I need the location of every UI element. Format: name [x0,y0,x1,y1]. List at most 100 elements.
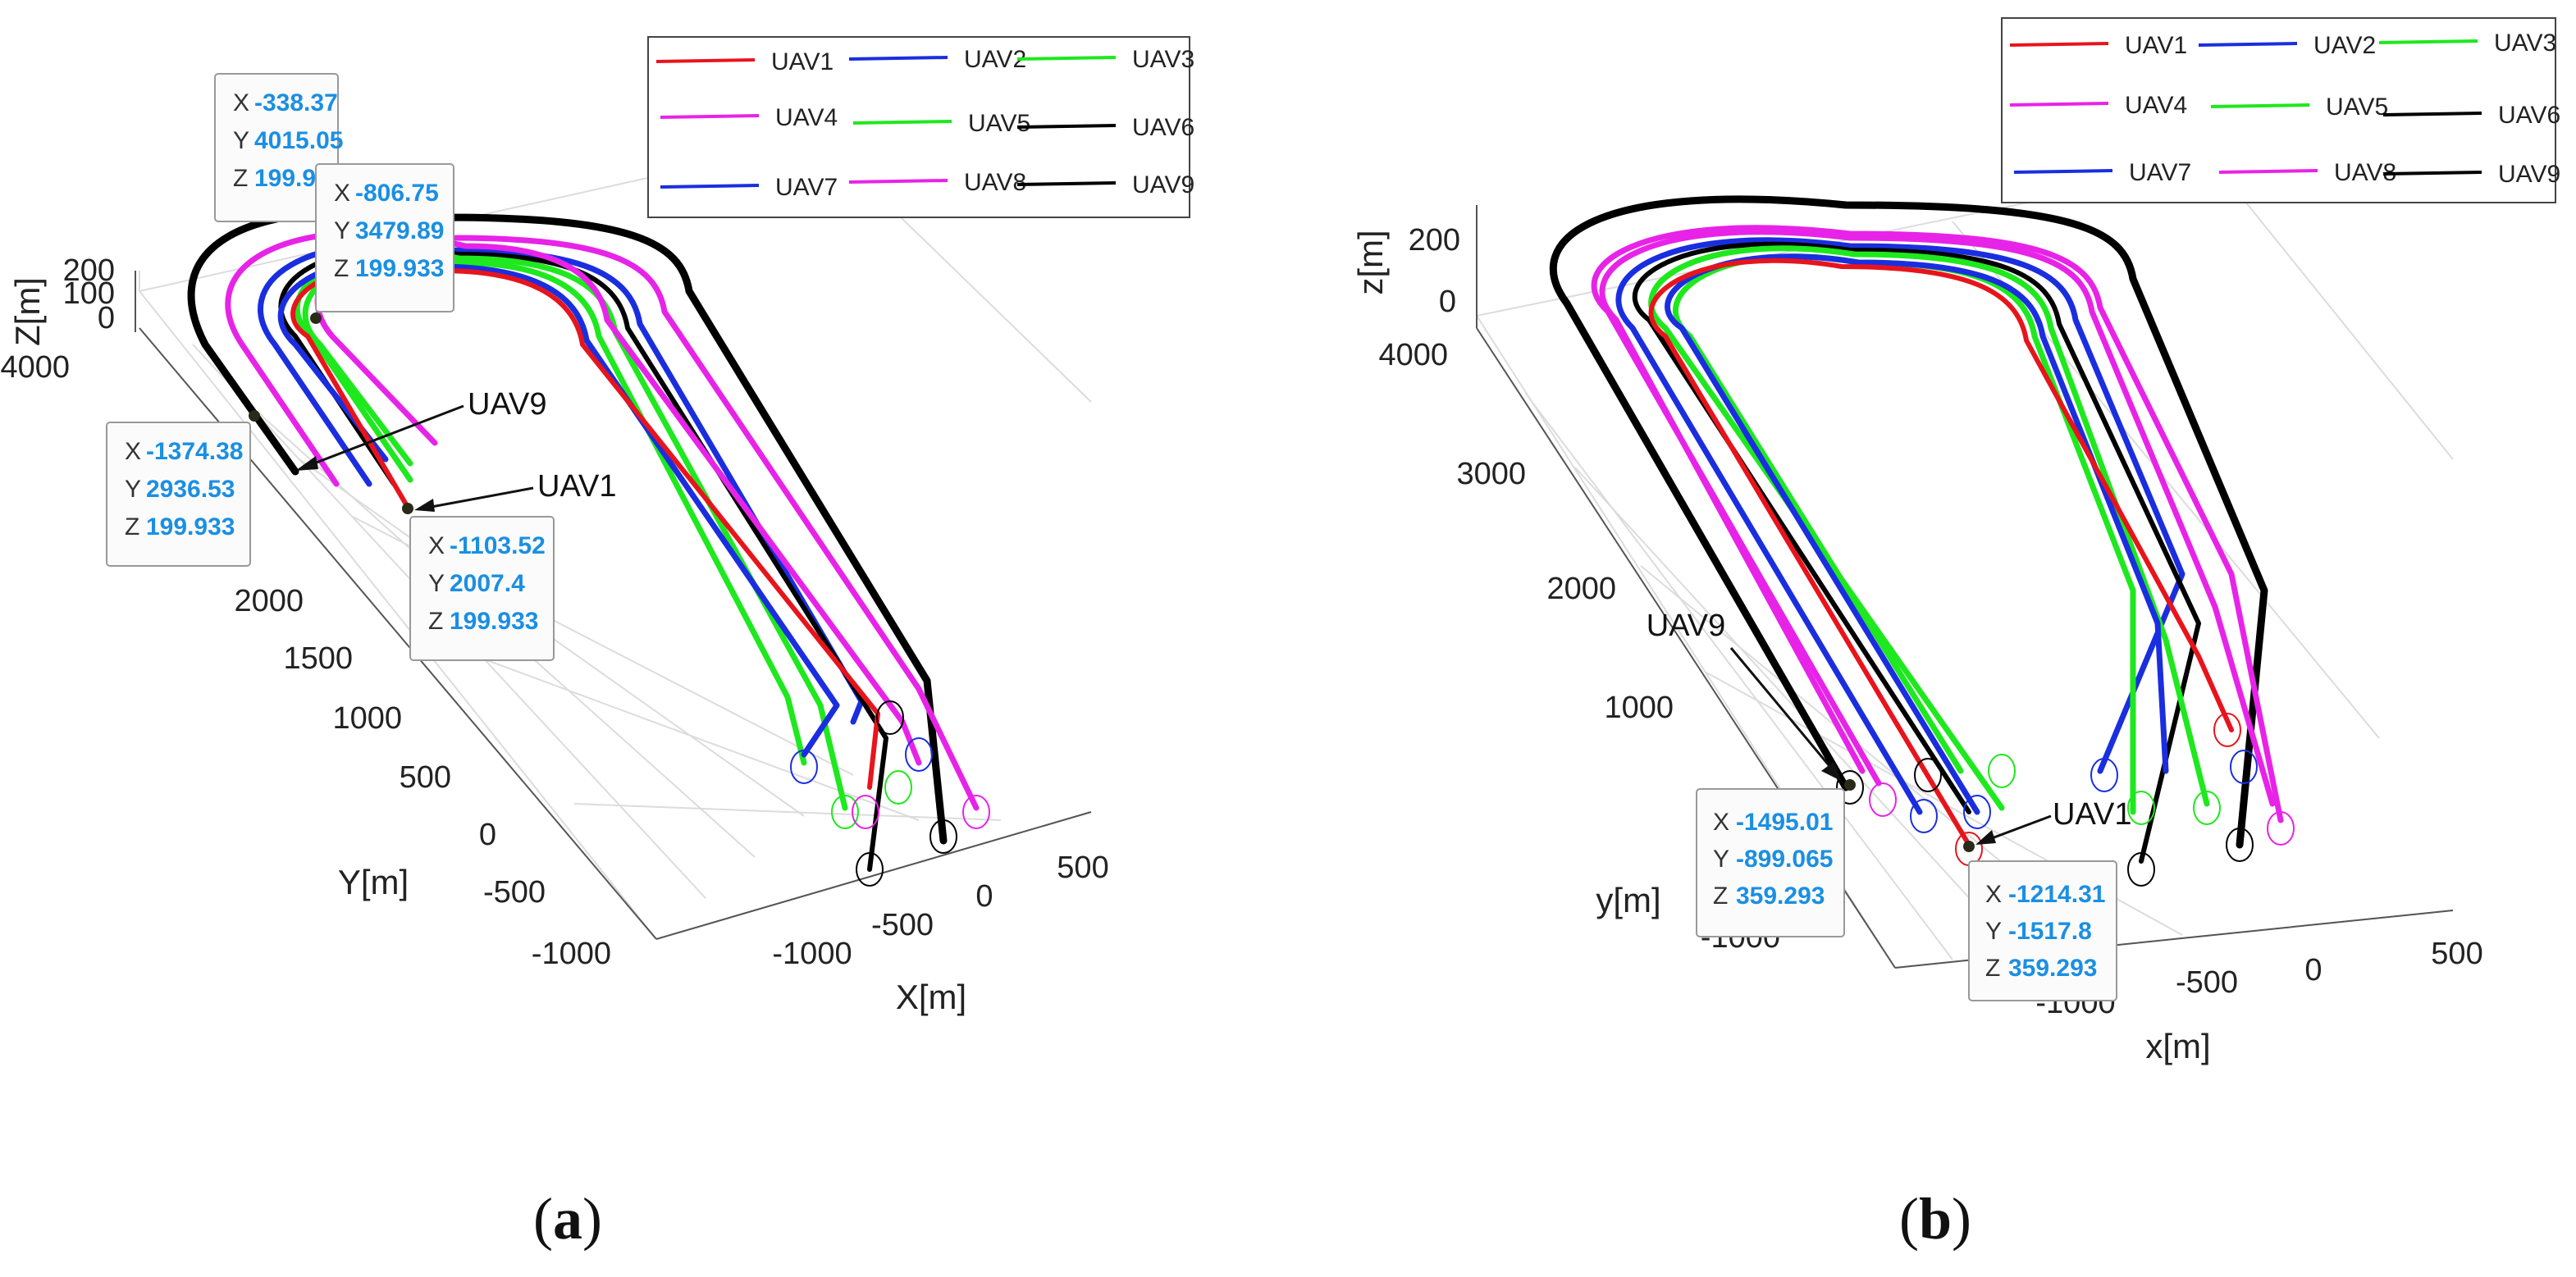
panel-b-series-uav9 [1549,195,2268,849]
panel-a-legend: UAV1 UAV2 UAV3 UAV4 UAV5 UAV6 UAV7 UAV8 UAV9 [647,36,1194,218]
panel-b-gridline [2214,163,2454,460]
panel-b-datatip: X -1214.31Y -1517.8 Z 359.293 [1968,860,2117,1001]
panel-b-legend-swatch [2218,169,2318,174]
panel-a-y-tick: 4000 [0,350,70,385]
panel-a-legend-swatch [1016,124,1117,129]
panel-b-end-marker [1914,758,1942,792]
panel-a-anno-arrow-uav1 [422,486,534,510]
panel-a-y-tick: -1000 [532,937,611,971]
panel-b-z-tick: 0 [1439,285,1456,319]
panel-b-end-marker [2213,713,2241,747]
panel-a-x-tick: 500 [1057,851,1108,885]
panel-b-legend-entry: UAV5 [2326,93,2388,121]
panel-a-datatip: X -338.37Y 4015.05Z 199.93 [214,73,343,222]
panel-a-x-tick: -500 [871,908,934,942]
panel-a-datatip-key: X [334,180,350,207]
panel-b-anno-arrow-uav9 [1729,647,1835,772]
panel-b-trajectories [1549,195,2284,864]
panel-a-datatip-value: 2936.53 [146,476,235,503]
panel-a-y-tick: 1000 [332,701,402,736]
panel-a-end-marker [884,770,912,805]
panel-b-datatip-value: -1495.01 [1736,809,1833,836]
panel-b-x-tick: 500 [2431,937,2482,971]
panel-a-datatip-marker [249,410,260,422]
panel-a-datatip-key: Y [233,127,249,154]
panel-a-datatip: X -1103.52Y 2007.4 Z 199.933 [409,516,555,661]
panel-a-datatip: X -806.75Y 3479.89Z 199.933 [315,163,454,312]
panel-b-gridline [1525,393,1953,960]
panel-b-datatip-key: Y [1985,918,2002,945]
panel-a-anno-arrowhead-uav9 [295,456,318,471]
panel-a-legend-entry: UAV8 [964,169,1026,196]
panel-b-anno-arrowhead-uav1 [1975,830,1996,845]
panel-b-legend-entry: UAV4 [2125,92,2187,119]
panel-a-legend-swatch [1016,56,1117,61]
panel-b-legend-box [2001,17,2556,203]
panel-b-legend-entry: UAV6 [2498,102,2560,129]
panel-a-datatip-value: -1374.38 [146,438,243,465]
panel-a-end-marker [831,795,859,829]
panel-a-datatip-key: Z [334,255,349,282]
panel-a-legend-entry: UAV1 [771,48,834,75]
panel-a-x-tick: 0 [975,879,993,914]
panel-a-legend-entry: UAV7 [775,174,838,201]
panel-b-datatip-value: 359.293 [1736,882,1825,910]
panel-a-datatip-value: 199.933 [355,255,444,282]
panel-b-series-uav2 [1665,253,2169,815]
panel-a-datatip-key: Y [428,570,445,597]
panel-b-datatip-key: Z [1985,955,2000,982]
panel-a-datatip-marker [402,503,413,514]
panel-b-annotation-uav9: UAV9 [1647,609,1725,643]
panel-b-y-label: y[m] [1596,881,1660,919]
panel-a-datatip-box [315,163,454,312]
panel-a-annotation-uav9: UAV9 [468,387,546,422]
panel-a-x-axis-line [655,811,1092,940]
panel-b-end-marker [1963,795,1991,829]
panel-b-end-marker [2090,758,2118,792]
panel-a-datatip-key: X [233,89,249,116]
panel-a-datatip-key: X [428,532,445,559]
panel-a-datatip-value: -338.37 [254,89,338,116]
panel-a-gridline [139,290,657,940]
panel-a-series-uav6 [278,245,888,872]
panel-a-datatip-box [409,516,555,661]
panel-a-y-tick: 500 [400,760,451,795]
panel-a-datatip-box [106,422,251,567]
panel-b-x-label: x[m] [2145,1027,2210,1065]
panel-b-datatip: X -1495.01 Y -899.065 Z 359.293 [1696,788,1845,937]
panel-b-y-tick: 2000 [1546,572,1616,606]
panel-b-end-marker [2226,828,2254,862]
panel-a-y-label: Y[m] [338,863,409,901]
panel-a-x-label: X[m] [896,978,966,1016]
panel-b-datatip-key: Z [1713,882,1728,910]
panel-a-legend-entry: UAV6 [1132,114,1194,141]
panel-b-x-tick: 0 [2304,953,2322,987]
panel-b-series-uav1 [1648,258,2234,847]
panel-b-gridline [1574,467,2019,952]
panel-b-y-tick: 3000 [1456,457,1526,491]
panel-b-series-uav5 [1648,245,2210,811]
panel-b-datatip-key: X [1985,881,2002,908]
panel-a-legend-entry: UAV4 [775,104,838,131]
panel-b-datatip-value: -1214.31 [2008,881,2105,908]
panel-a-y-tick: 1500 [283,641,353,676]
panel-b-legend-swatch [2382,171,2482,176]
panel-label-a: (a) [533,1186,602,1252]
panel-a-datatip-key: Z [125,513,139,540]
panel-a-datatip-key: Z [233,165,248,192]
panel-b-legend-swatch [2013,169,2113,174]
panel-b-x-tick: -500 [2176,965,2238,1000]
panel-b-legend-swatch [2382,112,2482,116]
panel-a-datatip-box [214,73,339,222]
panel-b-legend-swatch [2198,42,2298,47]
panel-a-end-marker [962,795,990,829]
panel-b-end-marker [2267,811,2295,846]
panel-b-y-tick: 1000 [1604,691,1674,725]
panel-b-legend-swatch [2009,102,2109,107]
panel-a-legend-entry: UAV5 [968,110,1030,137]
panel-b-end-marker [2230,750,2258,784]
panel-b-series-uav8 [1591,225,2284,823]
panel-a-z-tick: 100 [63,276,115,311]
panel-b-datatip-value: -899.065 [1736,846,1833,873]
